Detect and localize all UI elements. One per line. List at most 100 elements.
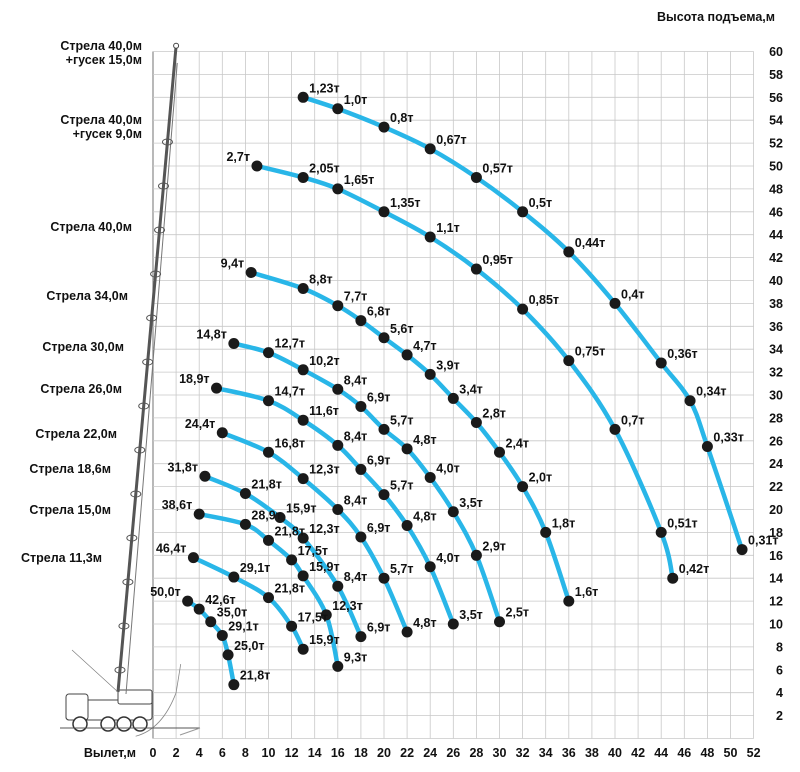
outrigger — [179, 727, 201, 736]
data-point — [332, 183, 344, 195]
data-point — [447, 618, 459, 630]
x-tick-label: 16 — [331, 746, 345, 760]
boom-edge — [125, 62, 178, 695]
data-label: 21,8т — [240, 669, 270, 683]
data-label: 1,6т — [575, 585, 599, 599]
data-point — [263, 446, 274, 458]
wheel-icon — [132, 716, 148, 732]
data-label: 0,7т — [621, 413, 645, 427]
data-point — [332, 504, 344, 515]
data-label: 8,4т — [344, 570, 368, 584]
data-label: 2,4т — [506, 436, 530, 450]
data-point — [187, 552, 199, 564]
data-label: 12,3т — [309, 463, 339, 477]
y-tick-label: 50 — [769, 160, 783, 174]
y-tick-label: 20 — [769, 503, 783, 517]
data-label: 8,8т — [309, 273, 333, 287]
data-label: 28,9т — [251, 508, 281, 522]
data-label: 1,8т — [552, 516, 576, 530]
data-points — [182, 91, 748, 691]
boom-ring — [138, 402, 150, 410]
data-label: 2,8т — [482, 406, 506, 420]
data-label: 21,8т — [275, 582, 305, 596]
data-label: 2,05т — [309, 161, 339, 175]
y-tick-label: 54 — [769, 114, 783, 128]
data-point — [199, 470, 211, 482]
data-point — [470, 263, 482, 275]
data-label: 8,4т — [344, 373, 368, 387]
y-tick-label: 34 — [769, 343, 783, 357]
data-label: 29,1т — [228, 619, 258, 633]
y-tick-label: 16 — [769, 549, 783, 563]
data-point — [297, 364, 309, 376]
data-label: 8,4т — [344, 429, 368, 443]
data-point — [274, 512, 286, 524]
data-label: 38,6т — [162, 498, 192, 512]
data-label: 4,8т — [413, 616, 437, 630]
data-point — [401, 626, 413, 638]
data-label: 5,6т — [390, 322, 414, 336]
data-label: 2,7т — [226, 150, 250, 164]
y-tick-label: 4 — [776, 686, 783, 700]
y-tick-label: 38 — [769, 297, 783, 311]
data-label: 0,36т — [667, 347, 697, 361]
data-label: 14,7т — [275, 385, 305, 399]
x-tick-label: 6 — [219, 746, 226, 760]
data-label: 7,7т — [344, 290, 368, 304]
data-label: 46,4т — [156, 542, 186, 556]
data-point — [332, 580, 344, 592]
data-label: 2,9т — [482, 539, 506, 553]
data-label: 17,5т — [298, 544, 328, 558]
data-label: 1,1т — [436, 221, 460, 235]
y-tick-label: 56 — [769, 91, 783, 105]
data-label: 31,8т — [168, 460, 198, 474]
wheel-icon — [116, 716, 132, 732]
y-tick-label: 10 — [769, 618, 783, 632]
data-point — [239, 518, 251, 530]
boom-config-label: Стрела 34,0м — [46, 289, 128, 303]
x-tick-label: 8 — [242, 746, 249, 760]
data-label: 25,0т — [234, 639, 264, 653]
data-point — [355, 315, 367, 327]
data-point — [609, 297, 621, 309]
boom-ring — [142, 358, 154, 366]
data-label: 5,7т — [390, 562, 414, 576]
data-label: 0,67т — [436, 133, 466, 147]
data-label: 0,34т — [696, 385, 726, 399]
data-label: 15,9т — [309, 560, 339, 574]
data-labels: 1,23т 1,0т 0,8т 0,67т 0,57т 0,5т 0,44т 0,4т 0,36… — [150, 81, 778, 682]
boom-config-label: Стрела 11,3м — [21, 551, 102, 565]
data-label: 24,4т — [185, 417, 215, 431]
x-tick-label: 32 — [516, 746, 530, 760]
data-label: 0,75т — [575, 345, 605, 359]
crane-cabin — [117, 689, 153, 705]
boom-ring — [130, 490, 142, 498]
data-label: 5,7т — [390, 413, 414, 427]
boom-ring — [122, 578, 134, 586]
y-tick-label: 32 — [769, 366, 783, 380]
y-tick-label: 58 — [769, 68, 783, 82]
boom-config-label: Стрела 18,6м — [29, 462, 111, 476]
data-point — [424, 143, 436, 155]
y-tick-label: 42 — [769, 251, 783, 265]
data-label: 1,35т — [390, 196, 420, 210]
data-point — [263, 395, 274, 407]
data-label: 4,8т — [413, 433, 437, 447]
data-label: 8,4т — [344, 494, 368, 508]
data-label: 18,9т — [179, 372, 209, 386]
data-point — [286, 620, 298, 632]
data-label: 3,5т — [459, 608, 483, 622]
data-point — [378, 206, 390, 218]
y-tick-label: 44 — [769, 228, 783, 242]
x-tick-label: 18 — [354, 746, 368, 760]
boom-ring — [154, 226, 166, 234]
truck-cab — [65, 693, 89, 721]
x-tick-label: 0 — [150, 746, 157, 760]
data-point — [286, 554, 298, 566]
data-label: 0,5т — [529, 196, 553, 210]
x-tick-label: 48 — [700, 746, 714, 760]
data-label: 12,3т — [332, 599, 362, 613]
data-point — [424, 231, 436, 243]
data-label: 0,85т — [529, 293, 559, 307]
wheel-icon — [100, 716, 116, 732]
